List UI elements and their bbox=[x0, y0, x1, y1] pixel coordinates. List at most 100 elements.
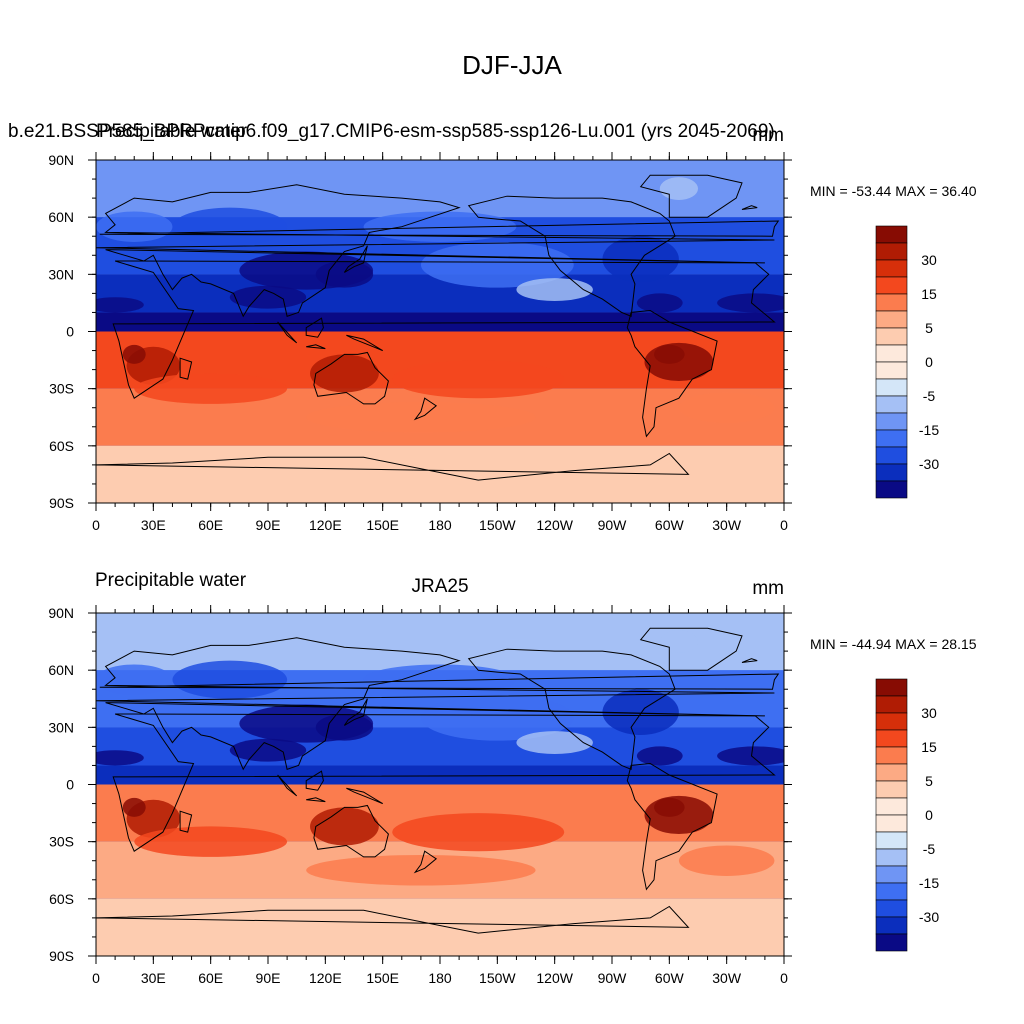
panel-bottom: 0 30E 60E 90E 120E 150E 180 150W 120W 90W 60W 30W 0 9… bbox=[48, 570, 976, 986]
map-field bbox=[96, 613, 784, 956]
colorbar-box bbox=[875, 848, 908, 867]
x-tick-label: 90E bbox=[256, 970, 281, 986]
colorbar-label: 15 bbox=[921, 286, 937, 302]
y-tick-label: 60N bbox=[48, 209, 74, 225]
colorbar-box bbox=[875, 446, 908, 465]
colorbar-label: 0 bbox=[925, 807, 933, 823]
x-tick-label: 60W bbox=[655, 517, 685, 533]
band-0-10N bbox=[96, 765, 784, 785]
anomaly-region bbox=[420, 694, 574, 741]
panel-variable-title: Precipitable water bbox=[95, 570, 247, 591]
coastline bbox=[306, 797, 326, 803]
anomaly-region bbox=[602, 236, 679, 282]
x-tick-label: 150W bbox=[479, 970, 516, 986]
anomaly-region bbox=[659, 630, 699, 654]
colorbar-box bbox=[875, 746, 908, 765]
colorbar-label: -15 bbox=[919, 875, 939, 891]
x-tick-label: 0 bbox=[780, 970, 788, 986]
anomaly-region bbox=[678, 392, 775, 423]
band-0-10N bbox=[96, 312, 784, 332]
panel-top: 0 30E 60E 90E 120E 150E 180 150W 120W 90W 60W 30W 0 9… bbox=[8, 121, 977, 533]
colorbar-box bbox=[875, 293, 908, 312]
colorbar-label: -5 bbox=[923, 841, 936, 857]
x-tick-label: 180 bbox=[428, 970, 452, 986]
panel-minmax: MIN = -53.44 MAX = 36.40 bbox=[810, 183, 977, 199]
y-tick-label: 0 bbox=[66, 324, 74, 340]
y-tick-label: 30N bbox=[48, 719, 74, 735]
colorbar-label: -30 bbox=[919, 456, 939, 472]
colorbar-box bbox=[875, 395, 908, 414]
coastline bbox=[343, 245, 368, 273]
colorbar-box bbox=[875, 242, 908, 261]
colorbar-box bbox=[875, 763, 908, 782]
coastline bbox=[96, 905, 690, 956]
x-tick-label: 120W bbox=[536, 517, 573, 533]
anomaly-region bbox=[122, 344, 146, 364]
colorbar-box bbox=[875, 429, 908, 448]
anomaly-region bbox=[654, 344, 685, 364]
coastline bbox=[96, 452, 690, 503]
x-tick-label: 0 bbox=[92, 517, 100, 533]
colorbar-box bbox=[875, 480, 908, 499]
anomaly-region bbox=[96, 750, 144, 766]
y-tick-label: 90N bbox=[48, 152, 74, 168]
anomaly-region bbox=[172, 660, 288, 699]
colorbar-box bbox=[875, 412, 908, 431]
anomaly-region bbox=[602, 689, 679, 735]
colorbar-box bbox=[875, 899, 908, 918]
colorbar-box bbox=[875, 780, 908, 799]
colorbar-box bbox=[875, 361, 908, 380]
anomaly-region bbox=[516, 278, 593, 302]
colorbar-box bbox=[875, 378, 908, 397]
colorbar-box bbox=[875, 327, 908, 346]
x-tick-label: 150W bbox=[479, 517, 516, 533]
colorbar-box bbox=[875, 678, 908, 697]
anomaly-region bbox=[516, 731, 593, 755]
anomaly-region bbox=[363, 211, 517, 242]
coastline bbox=[313, 351, 389, 405]
x-tick-label: 60E bbox=[198, 517, 223, 533]
colorbar-box bbox=[875, 225, 908, 244]
x-tick-label: 30W bbox=[712, 517, 742, 533]
coastline bbox=[467, 648, 676, 771]
x-tick-label: 60W bbox=[655, 970, 685, 986]
coastline bbox=[413, 397, 438, 421]
x-tick-label: 180 bbox=[428, 517, 452, 533]
map-field bbox=[96, 160, 784, 503]
anomaly-region bbox=[392, 813, 565, 852]
anomaly-region bbox=[717, 746, 784, 766]
anomaly-region bbox=[654, 797, 685, 817]
colorbar-label: 30 bbox=[921, 705, 937, 721]
colorbar-box bbox=[875, 865, 908, 884]
colorbar-label: -5 bbox=[923, 388, 936, 404]
y-tick-label: 60S bbox=[49, 891, 74, 907]
panel-center-title: JRA25 bbox=[411, 576, 468, 597]
colorbar-label: 30 bbox=[921, 252, 937, 268]
colorbar-box bbox=[875, 712, 908, 731]
coastline bbox=[626, 309, 718, 438]
anomaly-region bbox=[172, 207, 288, 246]
panels: 0 30E 60E 90E 120E 150E 180 150W 120W 90W 60W 30W 0 9… bbox=[8, 121, 977, 986]
coastline bbox=[413, 850, 438, 874]
colorbar-box bbox=[875, 797, 908, 816]
colorbar-box bbox=[875, 463, 908, 482]
anomaly-region bbox=[315, 260, 374, 288]
anomaly-region bbox=[315, 713, 374, 741]
x-tick-label: 90W bbox=[598, 517, 628, 533]
colorbar-box bbox=[875, 814, 908, 833]
y-tick-label: 90N bbox=[48, 605, 74, 621]
y-tick-label: 30S bbox=[49, 834, 74, 850]
coastline bbox=[99, 673, 780, 690]
y-tick-label: 60S bbox=[49, 438, 74, 454]
anomaly-region bbox=[717, 293, 784, 313]
anomaly-region bbox=[678, 845, 775, 876]
anomaly-region bbox=[96, 297, 144, 313]
x-tick-label: 150E bbox=[366, 517, 399, 533]
x-tick-label: 0 bbox=[780, 517, 788, 533]
coastline bbox=[639, 627, 743, 671]
x-tick-label: 90E bbox=[256, 517, 281, 533]
coastline bbox=[112, 260, 776, 399]
coastline bbox=[343, 698, 368, 726]
figure-title: DJF-JJA bbox=[462, 50, 562, 80]
coastline bbox=[179, 810, 193, 833]
